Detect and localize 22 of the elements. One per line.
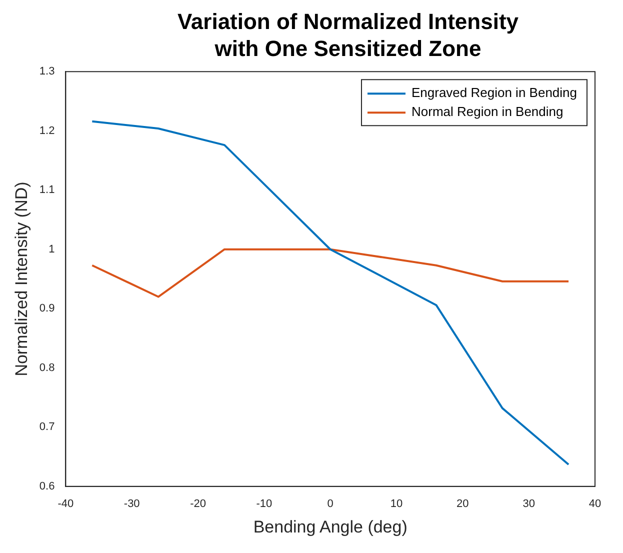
x-tick-label: -20 bbox=[190, 498, 206, 510]
y-axis-title: Normalized Intensity (ND) bbox=[12, 182, 31, 376]
x-tick-label: 0 bbox=[327, 498, 334, 510]
y-tick-label: 0.8 bbox=[39, 362, 55, 374]
x-axis-title: Bending Angle (deg) bbox=[253, 517, 408, 536]
x-tick-label: -10 bbox=[256, 498, 272, 510]
y-tick-label: 0.9 bbox=[39, 302, 55, 315]
x-tick-label: -40 bbox=[58, 498, 74, 510]
x-tick-label: 30 bbox=[522, 498, 535, 510]
y-tick-label: 1 bbox=[48, 243, 55, 256]
y-tick-label: 1.2 bbox=[39, 124, 55, 137]
chart-title: Variation of Normalized Intensity with One Sensitized Zone bbox=[176, 8, 520, 62]
y-tick-label: 1.1 bbox=[39, 184, 55, 196]
x-tick-label: 20 bbox=[456, 498, 469, 510]
x-tick-label: 10 bbox=[390, 498, 403, 510]
y-tick-label: 0.7 bbox=[39, 421, 55, 434]
legend-label: Normal Region in Bending bbox=[411, 104, 564, 120]
x-tick-label: -30 bbox=[124, 498, 140, 510]
y-tick-label: 1.3 bbox=[39, 66, 55, 78]
y-tick-label: 0.6 bbox=[39, 480, 55, 492]
legend-label: Engraved Region in Bending bbox=[411, 85, 578, 100]
x-tick-label: 40 bbox=[588, 498, 602, 510]
